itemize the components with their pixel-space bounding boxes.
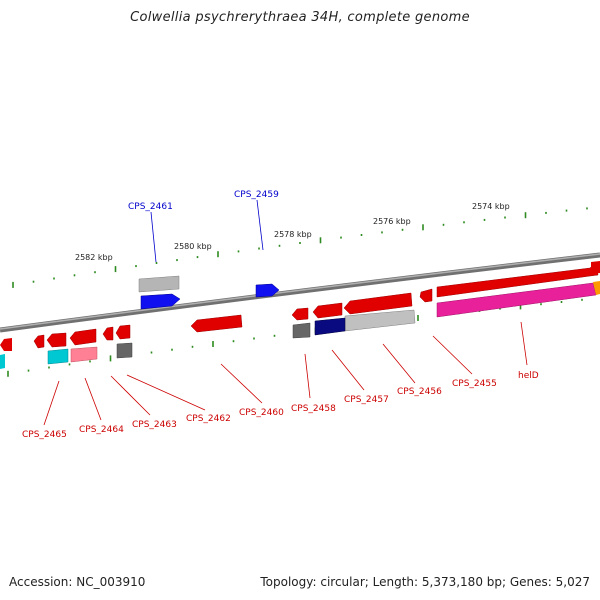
kbp-label-2580: 2580 kbp (174, 242, 212, 251)
tick-marks (7, 207, 588, 377)
label-cps-2462[interactable]: CPS_2462 (186, 414, 231, 424)
label-cps-2460[interactable]: CPS_2460 (239, 408, 284, 418)
gene-labels: CPS_2461 CPS_2459 CPS_2465 CPS_2464 CPS_… (22, 190, 539, 440)
gene-cps-2455-helD-upper[interactable] (436, 261, 599, 298)
genome-backbone (0, 252, 600, 333)
map-title: Colwellia psychrerythraea 34H, complete … (130, 10, 470, 25)
kbp-label-2576: 2576 kbp (373, 217, 411, 226)
gene-cps-2457-navy[interactable] (314, 317, 346, 336)
label-leaders (43, 199, 528, 426)
label-cps-2465[interactable]: CPS_2465 (22, 430, 67, 440)
gene-cps-2464[interactable] (69, 328, 97, 346)
label-cps-2463[interactable]: CPS_2463 (132, 420, 177, 430)
gene-small-red-left[interactable] (33, 334, 45, 349)
gene-cps-2461-gray[interactable] (138, 275, 180, 293)
forward-genes (138, 261, 600, 310)
kbp-label-2578: 2578 kbp (274, 230, 312, 239)
gene-cps-2460[interactable] (190, 314, 243, 333)
label-helD[interactable]: helD (518, 371, 539, 381)
gene-orange-right[interactable] (593, 281, 600, 295)
kbp-label-2582: 2582 kbp (75, 253, 113, 262)
gene-red-right[interactable] (591, 261, 600, 274)
label-cps-2455[interactable]: CPS_2455 (452, 379, 497, 389)
gene-edge-cyan-left[interactable] (0, 354, 5, 369)
gene-cps-2464-pink[interactable] (70, 346, 98, 363)
gene-cps-2465-cyan[interactable] (47, 348, 69, 365)
gene-cps-2463[interactable] (102, 326, 114, 341)
gene-edge-red-left[interactable] (0, 338, 12, 351)
gene-cps-2458[interactable] (291, 307, 309, 321)
label-cps-2461[interactable]: CPS_2461 (128, 202, 173, 212)
topology-text: Topology: circular; Length: 5,373,180 bp… (260, 575, 590, 589)
gene-cps-2461[interactable] (140, 293, 181, 310)
gene-cps-2462[interactable] (115, 324, 131, 340)
gene-cps-2465[interactable] (46, 332, 67, 348)
gene-red-small-2455[interactable] (419, 288, 433, 303)
reverse-genes (0, 281, 600, 369)
label-cps-2464[interactable]: CPS_2464 (79, 425, 124, 435)
label-cps-2457[interactable]: CPS_2457 (344, 395, 389, 405)
gene-cps-2457[interactable] (312, 302, 343, 319)
label-cps-2459[interactable]: CPS_2459 (234, 190, 279, 200)
label-cps-2456[interactable]: CPS_2456 (397, 387, 442, 397)
gene-cps-2456[interactable] (343, 292, 413, 315)
accession-text: Accession: NC_003910 (9, 575, 146, 589)
gene-cps-2462-gray[interactable] (116, 342, 133, 359)
gene-cps-2458-gray[interactable] (292, 322, 311, 339)
kbp-label-2574: 2574 kbp (472, 202, 510, 211)
label-cps-2458[interactable]: CPS_2458 (291, 404, 336, 414)
gene-cps-2459[interactable] (255, 283, 280, 298)
